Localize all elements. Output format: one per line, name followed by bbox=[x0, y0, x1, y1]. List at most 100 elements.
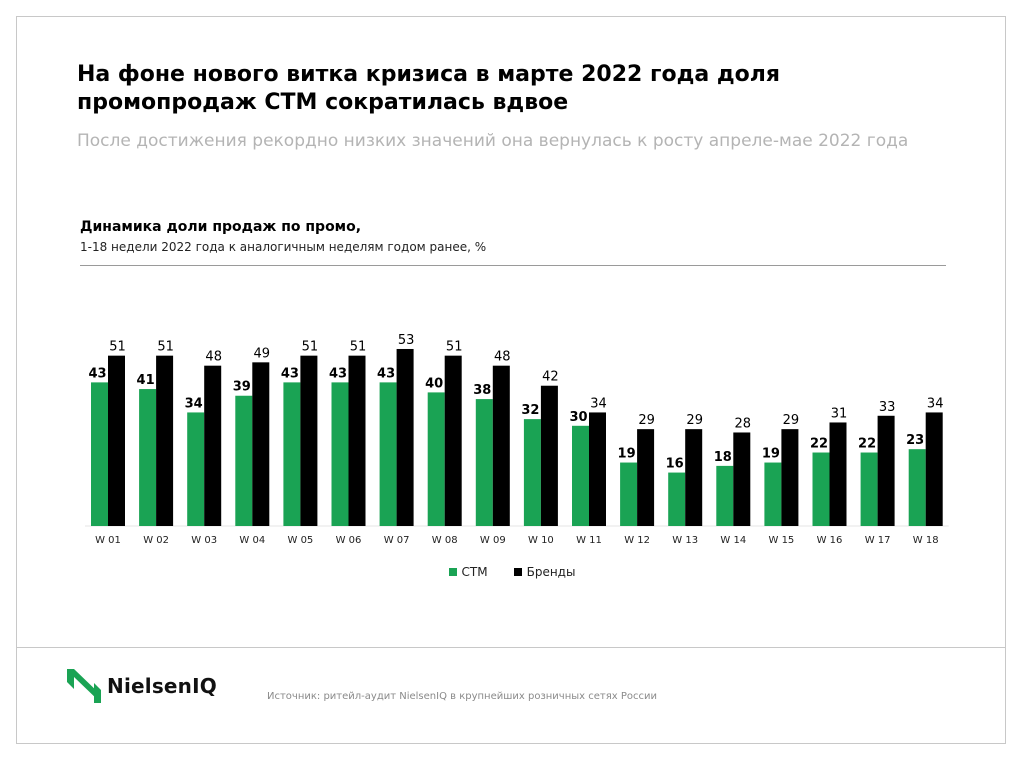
data-label-brands-18: 34 bbox=[927, 396, 944, 411]
x-tick-label-17: W 17 bbox=[865, 535, 891, 546]
data-label-brands-13: 29 bbox=[686, 413, 703, 428]
bar-stm-12 bbox=[620, 462, 638, 526]
x-tick-label-9: W 09 bbox=[480, 535, 506, 546]
data-label-stm-11: 30 bbox=[569, 410, 587, 425]
data-label-brands-14: 28 bbox=[735, 416, 752, 431]
data-label-brands-6: 51 bbox=[350, 340, 367, 355]
nielseniq-logo-icon bbox=[67, 669, 101, 703]
bar-brands-18 bbox=[925, 412, 943, 526]
x-tick-label-13: W 13 bbox=[672, 535, 698, 546]
bar-stm-13 bbox=[668, 472, 686, 526]
data-label-stm-3: 34 bbox=[185, 396, 203, 411]
data-label-brands-5: 51 bbox=[302, 340, 319, 355]
legend-label-stm: СТМ bbox=[461, 565, 488, 579]
bar-brands-5 bbox=[300, 355, 318, 526]
bar-brands-6 bbox=[348, 355, 366, 526]
bar-stm-4 bbox=[235, 395, 253, 526]
legend-item-brands: Бренды bbox=[513, 565, 576, 579]
x-tick-label-15: W 15 bbox=[769, 535, 795, 546]
x-tick-label-12: W 12 bbox=[624, 535, 650, 546]
data-label-stm-13: 16 bbox=[666, 457, 684, 472]
bar-stm-18 bbox=[908, 449, 926, 526]
x-tick-label-4: W 04 bbox=[239, 535, 265, 546]
legend-label-brands: Бренды bbox=[526, 565, 576, 579]
x-tick-label-8: W 08 bbox=[432, 535, 458, 546]
x-tick-label-7: W 07 bbox=[384, 535, 410, 546]
bar-stm-16 bbox=[812, 452, 830, 526]
x-tick-label-3: W 03 bbox=[191, 535, 217, 546]
bar-stm-6 bbox=[331, 382, 349, 526]
data-label-brands-10: 42 bbox=[542, 370, 559, 385]
source-note: Источник: ритейл-аудит NielsenIQ в крупн… bbox=[267, 691, 657, 702]
bar-stm-14 bbox=[716, 465, 734, 526]
data-label-stm-9: 38 bbox=[473, 383, 491, 398]
bar-brands-7 bbox=[396, 348, 414, 526]
bar-stm-2 bbox=[139, 389, 157, 526]
slide-title: На фоне нового витка кризиса в марте 202… bbox=[77, 62, 781, 115]
data-label-brands-16: 31 bbox=[831, 406, 848, 421]
data-label-stm-8: 40 bbox=[425, 376, 443, 391]
logo-wordmark: NielsenIQ bbox=[107, 674, 217, 698]
bar-stm-8 bbox=[427, 392, 445, 526]
x-tick-label-18: W 18 bbox=[913, 535, 939, 546]
bar-stm-10 bbox=[523, 419, 541, 526]
bar-stm-1 bbox=[91, 382, 108, 526]
x-tick-label-5: W 05 bbox=[288, 535, 314, 546]
data-label-brands-7: 53 bbox=[398, 333, 415, 348]
data-label-brands-12: 29 bbox=[638, 413, 655, 428]
data-label-brands-8: 51 bbox=[446, 340, 463, 355]
data-label-stm-12: 19 bbox=[618, 447, 636, 462]
data-label-stm-16: 22 bbox=[810, 437, 828, 452]
bar-stm-11 bbox=[572, 425, 589, 526]
x-tick-label-2: W 02 bbox=[143, 535, 169, 546]
x-tick-label-6: W 06 bbox=[336, 535, 362, 546]
bar-stm-7 bbox=[379, 382, 397, 526]
data-label-stm-18: 23 bbox=[906, 433, 924, 448]
data-label-brands-17: 33 bbox=[879, 400, 896, 415]
bar-stm-9 bbox=[475, 399, 493, 526]
x-tick-label-11: W 11 bbox=[576, 535, 602, 546]
data-label-stm-1: 43 bbox=[88, 366, 106, 381]
title-divider bbox=[80, 265, 946, 266]
bar-brands-8 bbox=[444, 355, 462, 526]
data-label-stm-5: 43 bbox=[281, 366, 299, 381]
data-label-brands-3: 48 bbox=[205, 350, 222, 365]
bar-brands-10 bbox=[540, 385, 558, 526]
data-label-brands-4: 49 bbox=[254, 346, 271, 361]
bar-brands-9 bbox=[492, 365, 510, 526]
data-label-stm-4: 39 bbox=[233, 380, 251, 395]
x-tick-label-10: W 10 bbox=[528, 535, 554, 546]
data-label-brands-9: 48 bbox=[494, 350, 511, 365]
bar-brands-14 bbox=[733, 432, 751, 526]
bar-brands-11 bbox=[589, 412, 606, 526]
legend-item-stm: СТМ bbox=[448, 565, 488, 579]
bar-stm-15 bbox=[764, 462, 782, 526]
legend-swatch-brands bbox=[513, 568, 522, 576]
data-label-stm-7: 43 bbox=[377, 366, 395, 381]
bar-stm-17 bbox=[860, 452, 878, 526]
chart-title: Динамика доли продаж по промо, bbox=[80, 219, 362, 235]
bar-brands-2 bbox=[156, 355, 174, 526]
bar-brands-15 bbox=[781, 429, 799, 526]
bar-brands-4 bbox=[252, 362, 270, 526]
bar-brands-3 bbox=[204, 365, 222, 526]
data-label-stm-14: 18 bbox=[714, 450, 732, 465]
data-label-stm-17: 22 bbox=[858, 437, 876, 452]
data-label-brands-15: 29 bbox=[783, 413, 800, 428]
bar-brands-1 bbox=[108, 355, 125, 526]
bar-brands-12 bbox=[637, 429, 655, 526]
bar-brands-17 bbox=[877, 415, 895, 526]
nielseniq-logo: NielsenIQ bbox=[67, 669, 217, 703]
data-label-brands-1: 51 bbox=[109, 340, 126, 355]
chart-legend: СТМ Бренды bbox=[17, 565, 1007, 579]
footer-divider bbox=[17, 647, 1005, 648]
data-label-stm-2: 41 bbox=[137, 373, 155, 388]
x-tick-label-1: W 01 bbox=[95, 535, 121, 546]
chart-subtitle: 1-18 недели 2022 года к аналогичным неде… bbox=[80, 240, 487, 254]
bar-brands-16 bbox=[829, 422, 847, 526]
bar-brands-13 bbox=[685, 429, 703, 526]
x-tick-label-16: W 16 bbox=[817, 535, 843, 546]
slide-frame: На фоне нового витка кризиса в марте 202… bbox=[16, 16, 1006, 744]
data-label-stm-10: 32 bbox=[521, 403, 539, 418]
